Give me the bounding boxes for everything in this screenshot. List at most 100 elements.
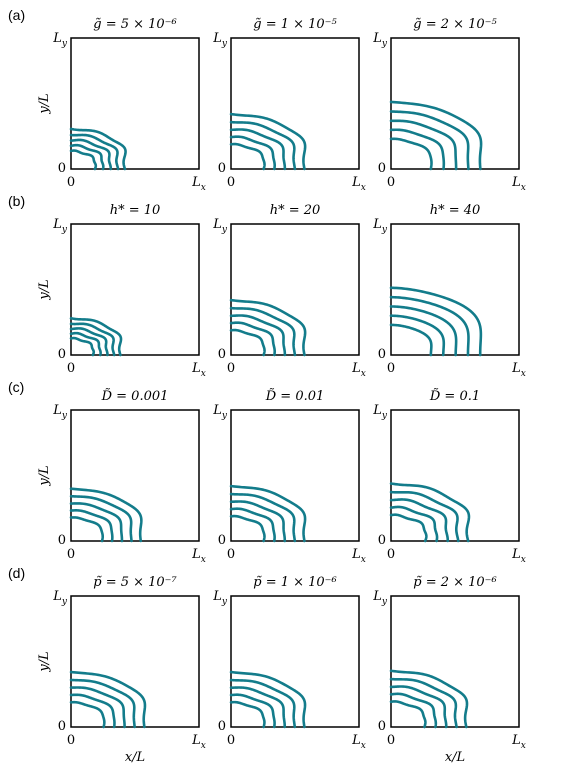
origin-tick-y: 0	[218, 347, 226, 362]
y-top-tick: Ly	[372, 217, 388, 235]
x-axis-label: x/L	[125, 750, 145, 765]
contour-curve	[229, 112, 307, 171]
contour-curve	[389, 286, 483, 357]
contour-curve	[69, 336, 96, 357]
contour-curve	[229, 314, 287, 357]
contour-curve	[389, 100, 483, 171]
contour-set	[69, 487, 143, 543]
contour-curve	[69, 127, 127, 171]
origin-tick-y: 0	[58, 533, 66, 548]
x-right-tick: Lx	[351, 733, 366, 751]
panel-title: D̃ = 0.1	[429, 388, 480, 404]
origin-tick-x: 0	[387, 175, 395, 190]
contour-curve	[229, 507, 276, 543]
contour-curve	[229, 328, 266, 357]
contour-curve	[229, 128, 287, 171]
y-axis-label: y/L	[37, 651, 52, 672]
origin-tick-x: 0	[67, 175, 75, 190]
x-right-tick: Lx	[191, 547, 206, 565]
origin-tick-x: 0	[227, 547, 235, 562]
contour-curve	[389, 513, 428, 543]
contour-curve	[69, 317, 123, 357]
contour-curve	[69, 322, 116, 357]
y-top-tick: Ly	[52, 403, 68, 421]
contour-set	[69, 670, 147, 729]
panel: h* = 40 Ly 00 Lx	[372, 203, 526, 379]
y-top-tick: Ly	[372, 31, 388, 49]
contour-curve	[229, 693, 276, 729]
contour-curve	[69, 487, 143, 543]
origin-tick-x: 0	[227, 175, 235, 190]
contour-curve	[69, 149, 98, 171]
plot-frame	[70, 37, 200, 170]
row-label: (c)	[8, 379, 24, 395]
contour-set	[389, 482, 471, 543]
contour-curve	[69, 143, 105, 171]
x-right-tick: Lx	[191, 175, 206, 193]
x-right-tick: Lx	[191, 361, 206, 379]
contour-set	[69, 127, 127, 171]
contour-set	[229, 484, 307, 543]
x-axis-label: x/L	[445, 750, 465, 765]
panel-title: D̃ = 0.001	[101, 388, 169, 404]
y-top-tick: Ly	[212, 589, 228, 607]
contour-curve	[229, 484, 307, 543]
contour-curve	[229, 298, 307, 357]
y-top-tick: Ly	[52, 31, 68, 49]
panel: g̃ = 2 × 10⁻⁵ Ly 00 Lx	[372, 17, 526, 193]
panel-title: g̃ = 2 × 10⁻⁵	[413, 17, 497, 32]
contour-curve	[229, 670, 307, 729]
row-label: (d)	[8, 565, 25, 581]
contour-set	[389, 286, 483, 357]
contour-curve	[389, 128, 446, 171]
row-label: (a)	[8, 7, 25, 23]
origin-tick-y: 0	[378, 533, 386, 548]
panel-title: D̃ = 0.01	[265, 388, 325, 404]
contour-curve	[389, 677, 458, 729]
contour-curve	[229, 492, 297, 543]
contour-curve	[69, 516, 105, 543]
origin-tick-x: 0	[387, 733, 395, 748]
contour-curve	[389, 314, 446, 357]
x-right-tick: Lx	[511, 547, 526, 565]
contour-curve	[69, 670, 147, 729]
x-right-tick: Lx	[511, 175, 526, 193]
y-top-tick: Ly	[212, 403, 228, 421]
origin-tick-x: 0	[387, 361, 395, 376]
plot-frame	[70, 223, 200, 356]
y-top-tick: Ly	[212, 217, 228, 235]
origin-tick-x: 0	[67, 733, 75, 748]
x-right-tick: Lx	[351, 547, 366, 565]
contour-curve	[229, 700, 266, 729]
contour-curve	[389, 295, 470, 357]
contour-curve	[389, 700, 427, 729]
contour-curve	[69, 327, 109, 357]
contour-curve	[389, 505, 439, 543]
contour-curve	[69, 494, 133, 543]
origin-tick-y: 0	[58, 719, 66, 734]
panel-title: h* = 20	[270, 203, 321, 218]
contour-curve	[69, 331, 102, 357]
panel-title: p̃ = 1 × 10⁻⁶	[253, 575, 337, 590]
y-top-tick: Ly	[212, 31, 228, 49]
contour-curve	[229, 306, 297, 357]
contour-set	[389, 669, 469, 729]
x-right-tick: Lx	[511, 361, 526, 379]
contour-curve	[69, 509, 114, 543]
x-right-tick: Lx	[191, 733, 206, 751]
origin-tick-y: 0	[378, 719, 386, 734]
contour-curve	[69, 693, 116, 729]
y-top-tick: Ly	[52, 217, 68, 235]
contour-curve	[229, 142, 266, 171]
x-right-tick: Lx	[351, 361, 366, 379]
panel: p̃ = 2 × 10⁻⁶ Ly 00 Lx	[372, 575, 526, 751]
panel-title: g̃ = 5 × 10⁻⁶	[93, 17, 177, 32]
contour-curve	[389, 685, 448, 729]
contour-curve	[389, 692, 438, 729]
origin-tick-x: 0	[67, 547, 75, 562]
contour-set	[229, 112, 307, 171]
panel-title: h* = 10	[110, 203, 161, 218]
